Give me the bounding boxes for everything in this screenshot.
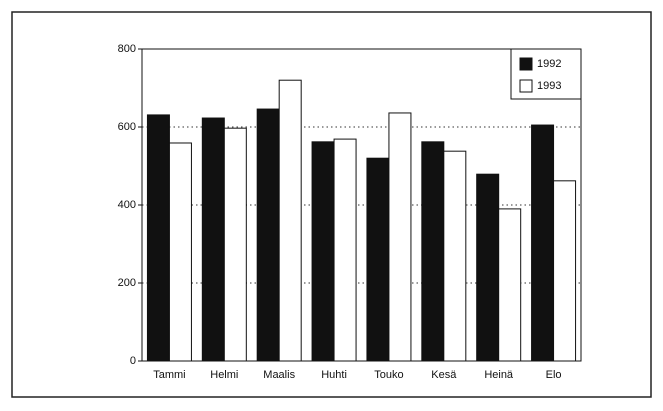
bar — [201, 117, 225, 362]
x-tick-label: Huhti — [321, 369, 347, 381]
x-tick-label: Elo — [546, 369, 562, 381]
y-tick-label: 400 — [118, 199, 136, 211]
bar — [168, 142, 192, 362]
x-tick-label: Helmi — [210, 369, 238, 381]
x-tick-label: Kesä — [431, 369, 457, 381]
bar — [553, 180, 577, 362]
bar — [498, 208, 522, 362]
bar — [333, 138, 357, 362]
bar — [476, 173, 500, 362]
frame — [11, 11, 652, 398]
plot-area — [141, 48, 582, 362]
bar — [366, 157, 390, 362]
legend-label: 1993 — [537, 80, 561, 92]
legend-label: 1992 — [537, 58, 561, 70]
bar — [256, 108, 280, 362]
y-tick-label: 600 — [118, 121, 136, 133]
y-tick-label: 800 — [118, 43, 136, 55]
x-tick-label: Maalis — [263, 369, 295, 381]
x-tick-label: Tammi — [153, 369, 185, 381]
x-tick-label: Touko — [374, 369, 403, 381]
bar — [388, 112, 412, 362]
legend-swatch — [519, 79, 533, 93]
bar — [146, 114, 170, 362]
bar — [223, 127, 247, 362]
legend-box — [510, 48, 582, 100]
y-tick-label: 200 — [118, 277, 136, 289]
legend-swatch — [519, 57, 533, 71]
x-tick-label: Heinä — [484, 369, 514, 381]
bar — [421, 141, 445, 362]
y-tick-label: 0 — [130, 355, 136, 367]
bar — [278, 79, 302, 362]
bar — [531, 124, 555, 362]
bar — [311, 141, 335, 362]
bar — [443, 150, 467, 362]
